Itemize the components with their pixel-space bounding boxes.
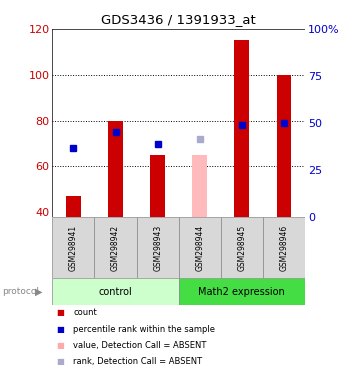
Text: ■: ■ (56, 341, 64, 350)
Text: ■: ■ (56, 357, 64, 366)
Text: percentile rank within the sample: percentile rank within the sample (73, 324, 215, 334)
Text: count: count (73, 308, 97, 318)
Text: ■: ■ (56, 308, 64, 318)
Text: GSM298946: GSM298946 (279, 225, 288, 271)
Bar (136, 217, 179, 278)
Bar (263, 217, 305, 278)
Bar (221, 217, 263, 278)
Bar (52, 278, 179, 305)
Text: Math2 expression: Math2 expression (199, 287, 285, 297)
Bar (277, 75, 291, 217)
Text: protocol: protocol (2, 287, 39, 296)
Bar (235, 40, 249, 217)
Text: GSM298945: GSM298945 (238, 225, 246, 271)
Bar (179, 278, 305, 305)
Bar (66, 196, 81, 217)
Text: control: control (99, 287, 132, 297)
Text: value, Detection Call = ABSENT: value, Detection Call = ABSENT (73, 341, 206, 350)
Text: GSM298941: GSM298941 (69, 225, 78, 271)
Text: ■: ■ (56, 324, 64, 334)
Bar (150, 155, 165, 217)
Text: GSM298942: GSM298942 (111, 225, 120, 271)
Title: GDS3436 / 1391933_at: GDS3436 / 1391933_at (101, 13, 256, 26)
Bar (192, 155, 207, 217)
Text: ▶: ▶ (35, 287, 42, 297)
Bar (95, 217, 136, 278)
Text: GSM298943: GSM298943 (153, 225, 162, 271)
Text: rank, Detection Call = ABSENT: rank, Detection Call = ABSENT (73, 357, 203, 366)
Text: GSM298944: GSM298944 (195, 225, 204, 271)
Bar (52, 217, 95, 278)
Bar (179, 217, 221, 278)
Bar (108, 121, 123, 217)
